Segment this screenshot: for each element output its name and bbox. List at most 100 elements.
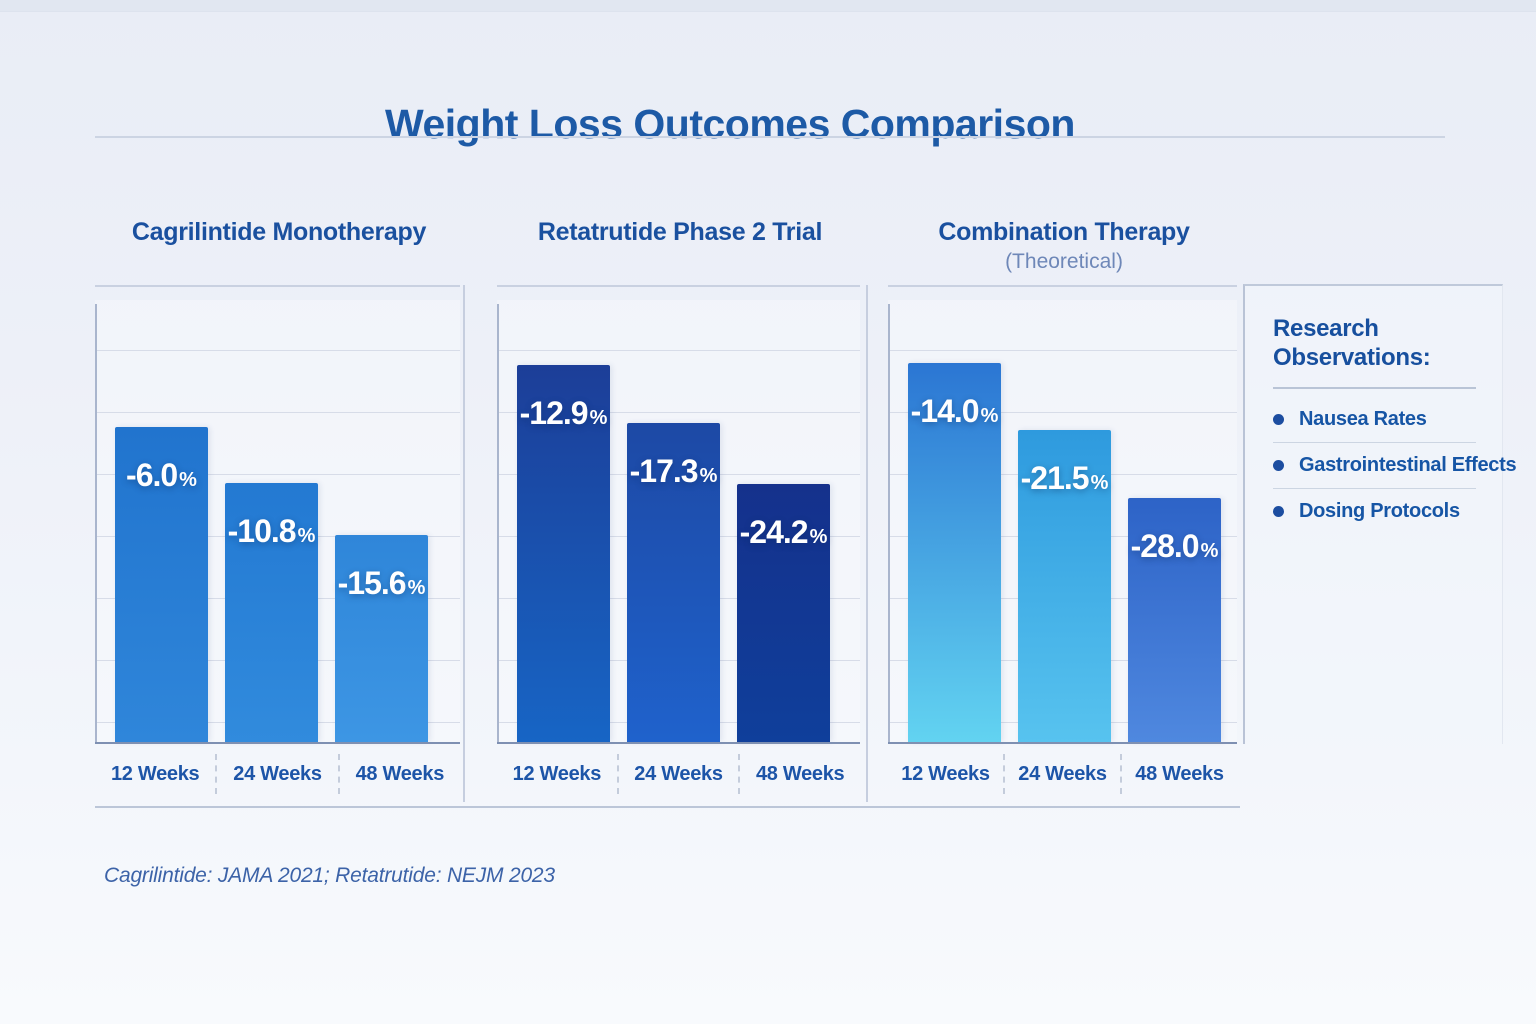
bar-24-weeks: -10.8% bbox=[225, 483, 318, 742]
observation-label: Gastrointestinal Effects bbox=[1299, 453, 1517, 476]
bars-group: -6.0% -10.8% -15.6% bbox=[95, 300, 460, 742]
x-label-divider bbox=[1120, 754, 1122, 794]
bar-12-weeks: -12.9% bbox=[517, 365, 610, 742]
bar-value-label: -24.2% bbox=[737, 514, 830, 551]
page-title: Weight Loss Outcomes Comparison bbox=[385, 101, 1075, 148]
bar-value: -14.0 bbox=[910, 393, 980, 429]
source-footnote: Cagrilintide: JAMA 2021; Retatrutide: NE… bbox=[104, 864, 555, 887]
bar-48-weeks: -24.2% bbox=[737, 484, 830, 742]
research-observations-sidebar: Research Observations: Nausea Rates Gastr… bbox=[1243, 284, 1517, 744]
plot-area: -6.0% -10.8% -15.6% bbox=[95, 300, 460, 744]
bars-group: -12.9% -17.3% -24.2% bbox=[497, 300, 860, 742]
bar-12-weeks: -6.0% bbox=[115, 427, 208, 742]
x-axis-label: 48 Weeks bbox=[355, 762, 445, 785]
x-axis-labels: 12 Weeks 24 Weeks 48 Weeks bbox=[95, 752, 460, 796]
percent-sign: % bbox=[297, 525, 316, 547]
percent-sign: % bbox=[1200, 540, 1219, 562]
bar-value-label: -21.5% bbox=[1018, 460, 1111, 497]
gridline bbox=[890, 350, 1237, 351]
x-axis-label: 24 Weeks bbox=[1018, 762, 1107, 785]
observation-label: Dosing Protocols bbox=[1299, 499, 1460, 522]
x-axis-labels: 12 Weeks 24 Weeks 48 Weeks bbox=[888, 752, 1237, 796]
bar-value-label: -12.9% bbox=[517, 395, 610, 432]
bar-value: -21.5 bbox=[1020, 460, 1090, 496]
bar-value-label: -28.0% bbox=[1128, 528, 1221, 565]
panel-separator bbox=[866, 285, 868, 802]
percent-sign: % bbox=[1090, 472, 1109, 494]
bar-value-label: -6.0% bbox=[115, 457, 208, 494]
observation-label: Nausea Rates bbox=[1299, 407, 1427, 430]
percent-sign: % bbox=[809, 526, 828, 548]
chart-bottom-divider bbox=[95, 806, 1240, 808]
bar-12-weeks: -14.0% bbox=[908, 363, 1001, 742]
percent-sign: % bbox=[179, 469, 197, 491]
panel-combination: Combination Therapy (Theoretical) -14.0%… bbox=[888, 200, 1240, 800]
plot-area: -12.9% -17.3% -24.2% bbox=[497, 300, 860, 744]
panel-retatrutide: Retatrutide Phase 2 Trial -12.9% -17.3% -2… bbox=[497, 200, 863, 800]
y-axis-line bbox=[888, 304, 890, 744]
percent-sign: % bbox=[407, 577, 426, 599]
bar-value: -10.8 bbox=[227, 513, 297, 549]
observation-item: Gastrointestinal Effects bbox=[1273, 443, 1517, 489]
gridline bbox=[499, 350, 860, 351]
sidebar-heading-divider bbox=[1273, 386, 1476, 389]
bullet-icon bbox=[1273, 505, 1284, 517]
panel-top-divider bbox=[888, 285, 1237, 287]
bullet-icon bbox=[1273, 459, 1284, 471]
bar-value: -15.6 bbox=[337, 565, 407, 601]
bar-value: -12.9 bbox=[519, 395, 589, 431]
gridline bbox=[97, 350, 460, 351]
bullet-icon bbox=[1273, 413, 1284, 425]
panel-cagrilintide: Cagrilintide Monotherapy -6.0% -10.8% -15.… bbox=[95, 200, 463, 800]
x-label-divider bbox=[215, 754, 218, 794]
top-accent-strip bbox=[0, 0, 1536, 12]
panel-separator bbox=[463, 285, 465, 802]
sidebar-heading: Research Observations: bbox=[1273, 315, 1431, 372]
panel-title: Cagrilintide Monotherapy bbox=[131, 218, 427, 246]
panel-top-divider bbox=[497, 285, 860, 287]
panel-title: Combination Therapy bbox=[938, 218, 1190, 246]
percent-sign: % bbox=[699, 465, 718, 487]
x-axis-labels: 12 Weeks 24 Weeks 48 Weeks bbox=[497, 752, 860, 796]
bar-value: -28.0 bbox=[1130, 528, 1200, 564]
bar-value-label: -10.8% bbox=[225, 513, 318, 550]
bar-value: -24.2 bbox=[739, 514, 809, 550]
x-label-divider bbox=[1003, 754, 1005, 794]
x-axis-line bbox=[497, 741, 860, 744]
bar-value-label: -17.3% bbox=[627, 453, 720, 490]
x-axis-label: 48 Weeks bbox=[1135, 762, 1224, 785]
bar-24-weeks: -17.3% bbox=[627, 423, 720, 742]
percent-sign: % bbox=[980, 405, 999, 427]
panel-top-divider bbox=[95, 285, 460, 287]
x-axis-line bbox=[95, 741, 460, 744]
x-axis-label: 12 Weeks bbox=[512, 762, 602, 785]
observation-item: Nausea Rates bbox=[1273, 397, 1476, 443]
y-axis-line bbox=[497, 304, 499, 744]
panel-subtitle: (Theoretical) bbox=[1005, 250, 1123, 273]
gridline bbox=[97, 474, 460, 475]
observation-list: Nausea Rates Gastrointestinal Effects Dosi… bbox=[1273, 397, 1517, 534]
gridline bbox=[97, 412, 460, 413]
percent-sign: % bbox=[589, 407, 608, 429]
bar-48-weeks: -28.0% bbox=[1128, 498, 1221, 742]
title-divider bbox=[95, 136, 1445, 138]
bar-value-label: -14.0% bbox=[908, 393, 1001, 430]
x-axis-line bbox=[888, 741, 1237, 744]
x-label-divider bbox=[738, 754, 741, 794]
plot-area: -14.0% -21.5% -28.0% bbox=[888, 300, 1237, 744]
x-label-divider bbox=[337, 754, 340, 794]
x-axis-label: 48 Weeks bbox=[755, 762, 845, 785]
gridline bbox=[499, 412, 860, 413]
x-axis-label: 12 Weeks bbox=[110, 762, 200, 785]
panel-title: Retatrutide Phase 2 Trial bbox=[537, 218, 823, 246]
bar-value-label: -15.6% bbox=[335, 565, 428, 602]
observation-item: Dosing Protocols bbox=[1273, 489, 1476, 534]
x-label-divider bbox=[616, 754, 619, 794]
gridline bbox=[890, 412, 1237, 413]
x-axis-label: 24 Weeks bbox=[233, 762, 322, 785]
bar-48-weeks: -15.6% bbox=[335, 535, 428, 742]
bar-24-weeks: -21.5% bbox=[1018, 430, 1111, 742]
bar-value: -6.0 bbox=[126, 457, 178, 493]
y-axis-line bbox=[95, 304, 97, 744]
